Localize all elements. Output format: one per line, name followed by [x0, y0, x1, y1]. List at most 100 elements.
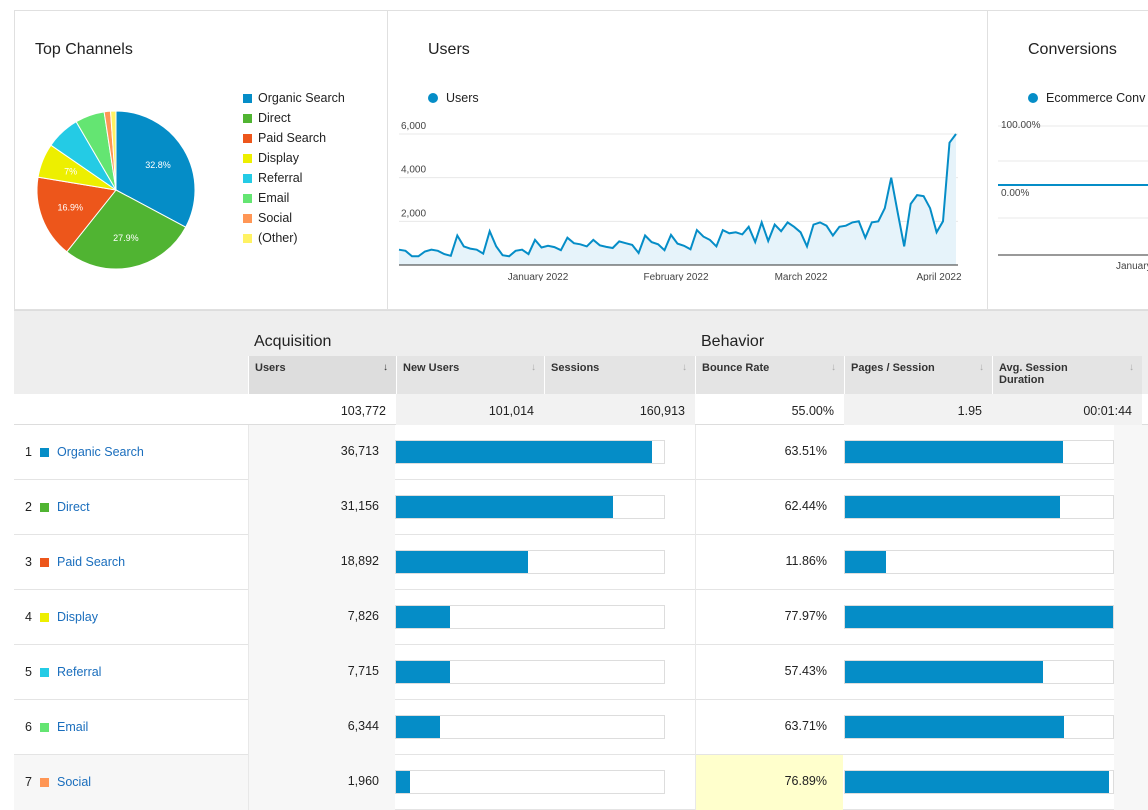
bounce-bar-fill [845, 606, 1113, 628]
users-value: 6,344 [248, 700, 395, 755]
bounce-rate-value: 57.43% [695, 645, 843, 700]
legend-item[interactable]: Social [243, 208, 345, 228]
table-column-header: Users ↓ New Users ↓ Sessions ↓ Bounce Rate ↓… [14, 356, 1148, 394]
row-number: 5 [25, 665, 32, 679]
legend-item[interactable]: (Other) [243, 228, 345, 248]
x-tick-label: February 2022 [643, 272, 708, 281]
bounce-bar-fill [845, 661, 1043, 683]
users-value: 18,892 [248, 535, 395, 590]
channel-swatch [40, 503, 49, 512]
channel-link[interactable]: Email [57, 720, 89, 734]
legend-swatch [243, 113, 252, 123]
y-tick-label: 6,000 [401, 121, 426, 132]
total-new-users: 101,014 [396, 394, 544, 425]
legend-label: Social [258, 211, 293, 225]
channel-link[interactable]: Direct [57, 500, 90, 514]
users-value: 31,156 [248, 480, 395, 535]
col-header-pages-session-label: Pages / Session [851, 362, 935, 374]
users-bar-fill [396, 716, 441, 738]
channel-cell: 1 Organic Search [14, 425, 248, 480]
bounce-rate-value: 63.51% [695, 425, 843, 480]
users-value: 1,960 [248, 755, 395, 810]
legend-item[interactable]: Referral [243, 168, 345, 188]
sort-icon[interactable]: ↓ [531, 362, 536, 373]
behavior-group-label: Behavior [701, 333, 765, 350]
sort-desc-icon[interactable]: ↓ [383, 362, 388, 373]
channel-link[interactable]: Referral [57, 665, 102, 679]
bounce-bar-fill [845, 716, 1064, 738]
users-bar-fill [396, 441, 653, 463]
conversions-x-tick: January 2 [1116, 261, 1148, 272]
legend-label: (Other) [258, 231, 298, 245]
legend-label: Email [258, 191, 290, 205]
bounce-rate-value: 76.89% [695, 755, 843, 810]
sort-icon[interactable]: ↓ [979, 362, 984, 373]
acquisition-group-label: Acquisition [254, 333, 332, 350]
row-end-cell [1114, 425, 1148, 480]
bounce-bar-fill [845, 496, 1060, 518]
col-header-new-users[interactable]: New Users ↓ [396, 356, 544, 394]
pie-slice[interactable] [66, 189, 187, 270]
users-bar-fill [396, 661, 450, 683]
legend-swatch [243, 153, 252, 163]
users-panel: Users Users 2,000 4,000 6,000 January 2022 F… [387, 10, 988, 310]
conversions-chart[interactable]: 100.00% 0.00% January 2 [988, 111, 1148, 281]
users-bar-fill [396, 551, 528, 573]
conversions-panel: Conversions Ecommerce Conv 100.00% 0.00%… [987, 10, 1148, 310]
legend-swatch [243, 193, 252, 203]
col-header-pages-session[interactable]: Pages / Session ↓ [844, 356, 992, 394]
table-row: 6 Email 6,344 63.71% [14, 700, 1148, 755]
top-channels-pie[interactable]: 32.8% 27.9% 16.9% 7% [15, 86, 215, 286]
channel-link[interactable]: Organic Search [57, 445, 144, 459]
conversions-title: Conversions [1028, 41, 1117, 58]
row-number: 3 [25, 555, 32, 569]
conversions-series-dot [1028, 93, 1038, 103]
col-header-users[interactable]: Users ↓ [248, 356, 396, 394]
total-bounce-rate: 55.00% [791, 404, 834, 418]
channel-swatch [40, 668, 49, 677]
users-line-chart[interactable]: 2,000 4,000 6,000 January 2022 February 2022… [388, 111, 988, 281]
pie-slice[interactable] [110, 110, 117, 191]
bounce-bar-fill [845, 771, 1110, 793]
users-bar-track [395, 550, 665, 574]
bounce-bar-track [844, 495, 1114, 519]
conversions-series-label: Ecommerce Conv [1046, 91, 1146, 105]
x-tick-label: January 2022 [508, 272, 569, 281]
legend-item[interactable]: Display [243, 148, 345, 168]
legend-item[interactable]: Direct [243, 108, 345, 128]
row-number: 1 [25, 445, 32, 459]
conversions-series-legend: Ecommerce Conv [1028, 91, 1145, 105]
channel-link[interactable]: Display [57, 610, 98, 624]
users-series-dot [428, 93, 438, 103]
row-number: 7 [25, 775, 32, 789]
total-avg-session-duration: 00:01:44 [992, 394, 1142, 425]
sort-icon[interactable]: ↓ [682, 362, 687, 373]
channel-link[interactable]: Paid Search [57, 555, 126, 569]
channel-cell: 2 Direct [14, 480, 248, 535]
legend-label: Direct [258, 111, 291, 125]
users-value: 36,713 [248, 425, 395, 480]
pie-slice[interactable] [36, 176, 117, 253]
row-number: 4 [25, 610, 32, 624]
channel-link[interactable]: Social [57, 775, 92, 789]
legend-item[interactable]: Organic Search [243, 88, 345, 108]
col-header-sessions[interactable]: Sessions ↓ [544, 356, 695, 394]
col-header-bounce-rate[interactable]: Bounce Rate ↓ [695, 356, 844, 394]
channel-cell: 3 Paid Search [14, 535, 248, 590]
legend-swatch [243, 133, 252, 143]
legend-item[interactable]: Email [243, 188, 345, 208]
col-header-avg-session-duration[interactable]: Avg. Session Duration ↓ [992, 356, 1142, 394]
legend-item[interactable]: Paid Search [243, 128, 345, 148]
pie-slice[interactable] [115, 110, 196, 228]
x-tick-label: March 2022 [775, 272, 828, 281]
users-series-line[interactable] [398, 133, 957, 258]
bounce-rate-value: 11.86% [695, 535, 843, 590]
col-header-users-label: Users [255, 362, 286, 374]
users-bar-track [395, 495, 665, 519]
sort-icon[interactable]: ↓ [831, 362, 836, 373]
channel-cell: 7 Social [14, 755, 248, 810]
sort-icon[interactable]: ↓ [1129, 362, 1134, 373]
channel-cell: 6 Email [14, 700, 248, 755]
channel-swatch [40, 613, 49, 622]
bounce-bar-track [844, 715, 1114, 739]
